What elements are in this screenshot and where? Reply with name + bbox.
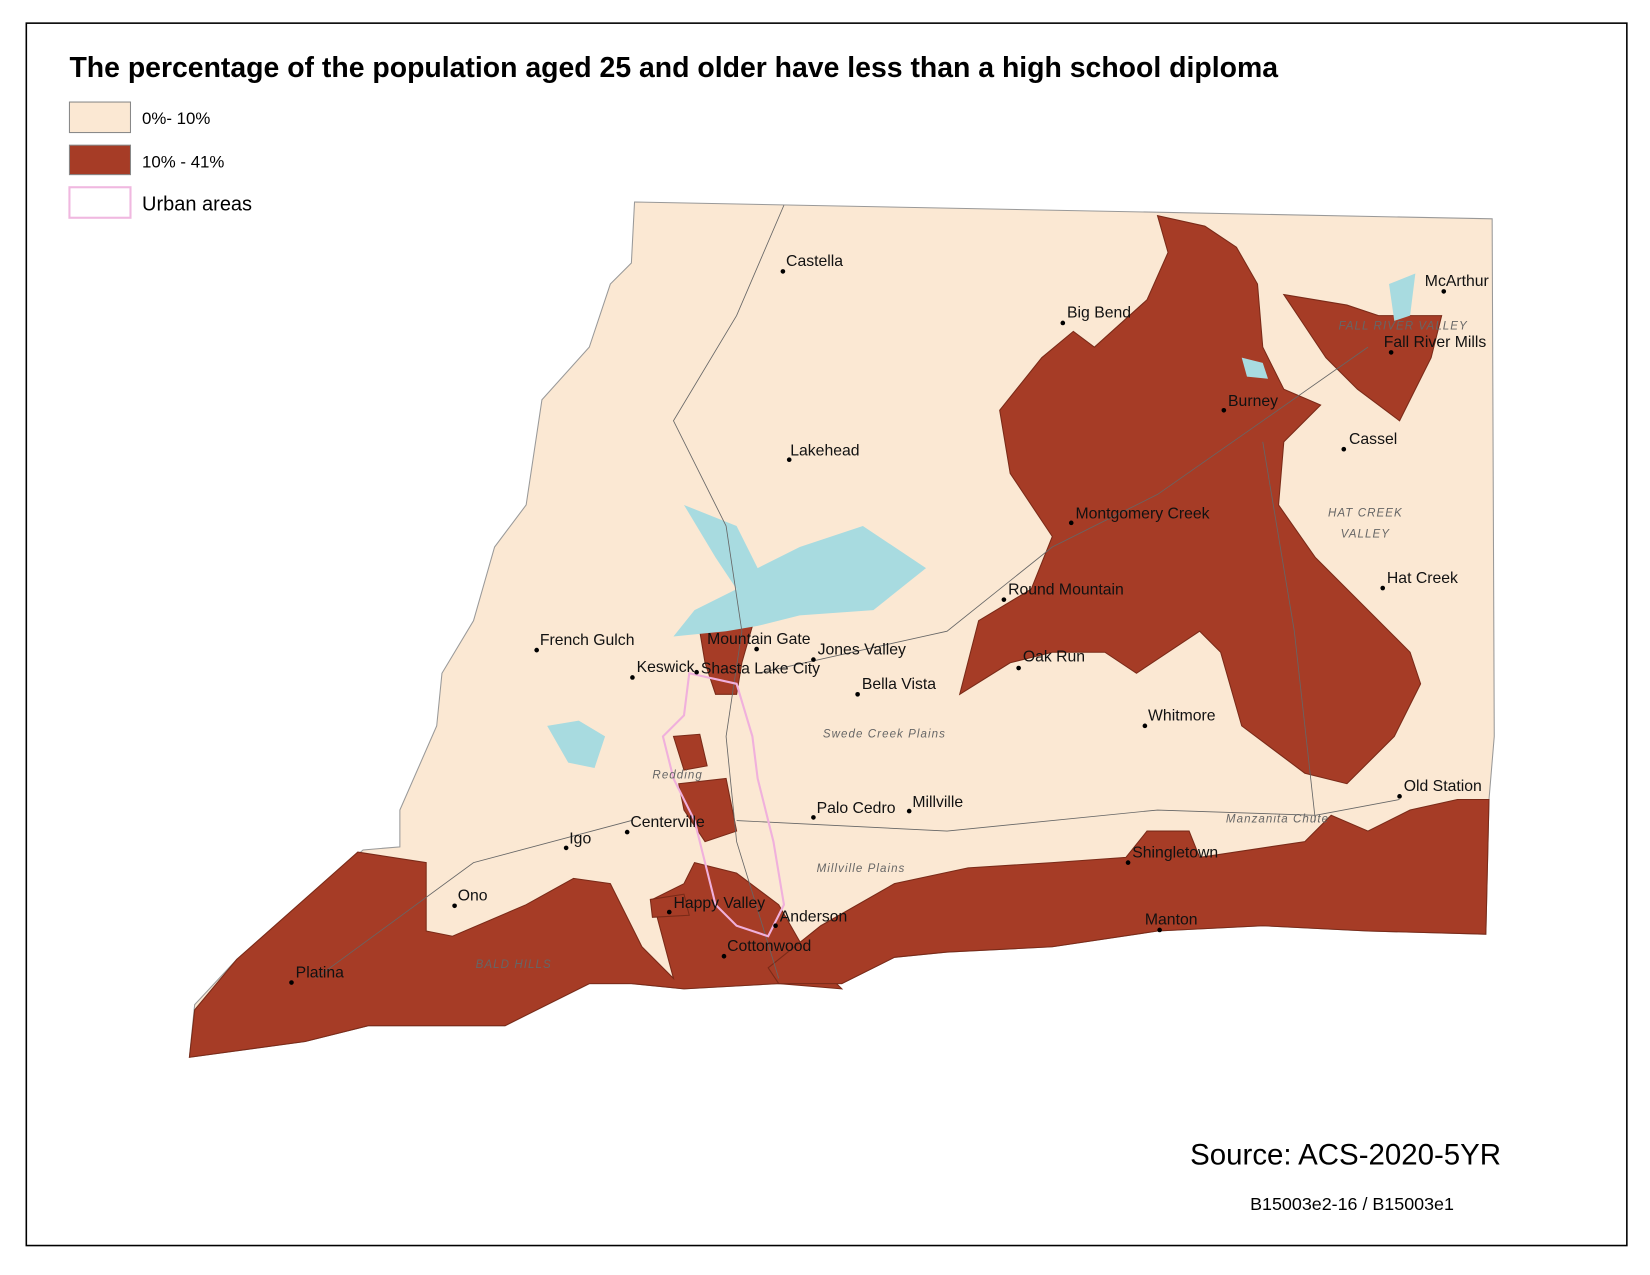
place-dot [452,903,457,909]
lakes [547,273,1416,768]
region-label: BALD HILLS [476,959,552,971]
place-dot [786,457,792,463]
legend-label: 0%- 10% [142,109,210,128]
place-dot [666,909,672,915]
place-dot [811,657,816,662]
place-label: Lakehead [790,443,859,460]
place-label: Bella Vista [862,676,936,693]
place-label: McArthur [1425,273,1489,290]
region-label: Millville Plains [817,863,906,875]
place-dot [694,669,699,675]
place-label: Big Bend [1067,305,1131,322]
place-dot [811,815,816,820]
place-label: Keswick [637,659,695,676]
place-dot [1016,665,1021,671]
place-dot [906,808,912,814]
shasta-lake [673,504,927,637]
place-labels: Castella Big Bend McArthur Fall River Mills… [289,253,1489,985]
place-dot [754,646,759,652]
legend-label: 10% - 41% [142,152,224,171]
region-label: VALLEY [1341,529,1391,541]
place-label: Happy Valley [673,895,765,912]
region-label: FALL RIVER VALLEY [1339,320,1469,332]
region-se [767,798,1490,985]
urban-area [661,671,786,938]
place-label: Platina [296,964,344,981]
place-label: Palo Cedro [817,800,896,817]
roads [315,204,1400,979]
lake [1389,273,1416,321]
place-dot [773,923,778,929]
place-dot [855,691,860,697]
place-label: Whitmore [1148,708,1216,725]
place-dot [1142,723,1148,729]
region-label: HAT CREEK [1328,508,1403,520]
place-label: Centerville [630,814,705,831]
place-dot [534,647,539,653]
place-label: Burney [1228,393,1278,410]
place-label: Mountain Gate [707,631,811,648]
place-label: Shasta Lake City [701,660,820,677]
place-dot [721,953,727,959]
place-dot [1001,597,1007,602]
place-label: Manton [1145,912,1198,929]
place-label: Montgomery Creek [1075,506,1209,523]
place-label: Castella [786,253,843,270]
place-label: Fall River Mills [1384,334,1487,351]
place-dot [1341,446,1347,452]
place-dot [1380,585,1386,591]
lake [1241,357,1269,379]
place-label: Igo [569,831,591,848]
place-dot [624,829,630,835]
place-dot [1060,320,1066,326]
place-label: Old Station [1404,778,1482,795]
place-label: Millville [912,794,963,811]
place-label: Cottonwood [727,938,811,955]
place-dot [1125,860,1131,865]
legend-swatch [68,144,132,176]
region-fall-river [1282,293,1443,422]
place-dot [289,980,294,985]
region-redding [672,733,708,771]
place-label: Jones Valley [818,641,906,658]
map-title: The percentage of the population aged 25… [69,52,1278,84]
table-ids: B15003e2-16 / B15003e1 [1250,1194,1454,1214]
region-label: Manzanita Chute [1226,814,1329,826]
legend-label: Urban areas [142,193,252,215]
source: Source: ACS-2020-5YR [1190,1139,1501,1172]
place-dot [780,269,786,274]
region-labels: BALD HILLS HAT CREEK VALLEY FALL RIVER VALL… [476,320,1469,971]
legend-swatch [68,101,132,134]
region-happy-valley [649,893,690,918]
legend-swatch [68,186,132,219]
place-dot [1441,289,1447,294]
place-label: Oak Run [1023,649,1085,666]
whiskeytown-lake [547,720,606,768]
place-dot [1397,794,1402,799]
place-dot [1068,520,1074,526]
place-dot [563,845,569,851]
place-label: Round Mountain [1008,581,1124,598]
place-dot [630,675,635,680]
region-redding [678,777,738,843]
place-label: Shingletown [1132,844,1218,861]
place-dot [1221,407,1227,413]
place-dot [1388,350,1394,355]
place-label: French Gulch [540,632,635,649]
place-label: Ono [458,887,488,904]
place-label: Anderson [780,909,848,926]
place-label: Hat Creek [1387,570,1458,587]
high-regions [188,214,1490,1058]
region-label: Redding [652,769,702,781]
region-label: Swede Creek Plains [823,728,946,740]
region-ne [958,214,1422,785]
place-label: Cassel [1349,431,1397,448]
place-dot [1157,927,1162,933]
